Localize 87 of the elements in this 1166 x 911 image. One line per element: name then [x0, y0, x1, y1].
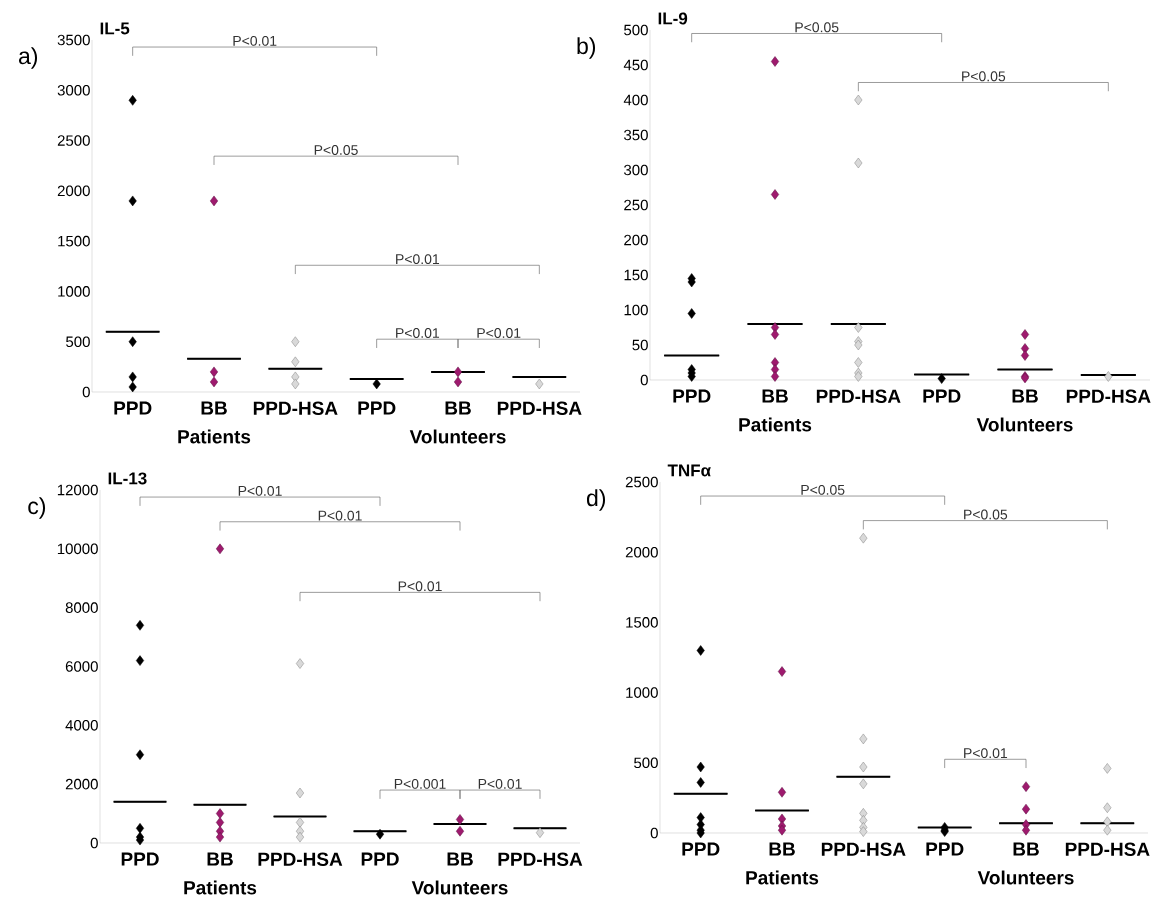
x-tick-label: PPD-HSA	[497, 401, 582, 415]
x-tick-label: BB	[769, 842, 795, 856]
annotation: P<0.001	[394, 778, 446, 789]
annotation: P<0.01	[396, 254, 440, 265]
x-tick-label: PPD-HSA	[498, 852, 583, 866]
y-tick-label: 0	[90, 837, 98, 849]
annotation: P<0.01	[238, 485, 282, 496]
text: Volunteers	[976, 417, 1073, 432]
y-tick-label: 12000	[57, 484, 98, 496]
annotation: b)	[577, 37, 596, 59]
x-tick-label: PPD	[358, 401, 396, 415]
text: Patients	[178, 429, 251, 444]
x-tick-label: BB	[201, 401, 227, 415]
x-tick-label: PPD-HSA	[821, 842, 906, 856]
y-tick-label: 4000	[65, 720, 98, 731]
x-tick-label: PPD	[114, 401, 152, 415]
y-tick-label: 1000	[626, 687, 658, 698]
text: a)	[18, 47, 38, 69]
y-tick-label: 2000	[625, 546, 658, 558]
y-tick-label: 2500	[625, 476, 658, 488]
x-tick-label: PPD	[673, 389, 711, 403]
y-tick-label: 1500	[58, 235, 90, 247]
annotation: P<0.01	[396, 328, 440, 338]
annotation: P<0.01	[478, 778, 522, 789]
x-tick-label: PPD	[682, 842, 720, 856]
y-tick-label: 0	[650, 827, 658, 839]
annotation: P<0.05	[964, 509, 1008, 520]
annotation: P<0.01	[477, 328, 521, 338]
x-tick-label: PPD-HSA	[1066, 389, 1151, 403]
x-tick-label: PPD	[121, 852, 159, 866]
y-tick-label: 0	[640, 374, 648, 386]
y-tick-label: 150	[624, 269, 648, 281]
y-tick-label: 50	[632, 339, 648, 351]
text: c)	[28, 497, 46, 519]
y-tick-label: 2000	[65, 778, 98, 790]
y-tick-label: 100	[624, 304, 648, 316]
y-tick-label: 2500	[57, 135, 90, 146]
y-tick-label: 0	[82, 386, 90, 398]
x-tick-label: PPD	[361, 852, 399, 866]
y-tick-label: 8000	[65, 602, 98, 613]
y-tick-label: 10000	[57, 543, 98, 555]
chart-title: TNFα	[667, 464, 711, 477]
y-tick-label: 1000	[58, 286, 90, 297]
x-tick-label: BB	[207, 852, 233, 866]
x-tick-label: PPD	[923, 389, 961, 403]
text: Patients	[746, 870, 819, 885]
x-tick-label: PPD-HSA	[1065, 842, 1150, 856]
y-tick-label: 1500	[626, 617, 658, 628]
y-tick-label: 350	[624, 129, 648, 141]
annotation: P<0.01	[398, 581, 442, 592]
y-tick-label: 250	[624, 199, 648, 211]
annotation: P<0.05	[795, 22, 839, 33]
annotation: P<0.05	[962, 71, 1006, 82]
y-tick-label: 500	[624, 24, 648, 36]
chart-title: IL-5	[100, 22, 130, 35]
y-tick-label: 2000	[57, 185, 90, 197]
chart-title: IL-13	[108, 472, 147, 485]
y-tick-label: 500	[634, 757, 658, 769]
y-tick-label: 300	[624, 164, 648, 176]
text: Volunteers	[411, 880, 508, 895]
y-tick-label: 6000	[65, 661, 98, 672]
x-tick-label: BB	[762, 389, 788, 403]
x-tick-label: PPD	[926, 842, 964, 856]
x-tick-label: BB	[1012, 389, 1038, 403]
x-tick-label: PPD-HSA	[253, 401, 338, 415]
annotation: P<0.01	[318, 510, 362, 521]
x-tick-label: PPD-HSA	[258, 852, 343, 866]
x-tick-label: BB	[1013, 842, 1039, 856]
text: Patients	[184, 880, 257, 895]
y-tick-label: 200	[624, 234, 648, 246]
y-tick-label: 450	[623, 59, 648, 71]
annotation: P<0.05	[801, 484, 845, 495]
y-tick-label: 500	[66, 336, 90, 348]
x-tick-label: BB	[447, 852, 473, 866]
y-tick-label: 3500	[57, 34, 90, 46]
text: Volunteers	[409, 429, 506, 444]
text: Volunteers	[977, 870, 1074, 885]
text: Patients	[739, 417, 812, 432]
y-tick-label: 400	[623, 94, 648, 106]
y-tick-label: 3000	[57, 84, 90, 96]
annotation: P<0.01	[964, 748, 1008, 759]
chart-title: IL-9	[658, 12, 688, 25]
x-tick-label: PPD-HSA	[816, 389, 901, 403]
x-tick-label: BB	[445, 401, 471, 415]
annotation: P<0.05	[314, 145, 358, 155]
annotation: P<0.01	[233, 35, 277, 46]
text: d)	[587, 489, 606, 511]
